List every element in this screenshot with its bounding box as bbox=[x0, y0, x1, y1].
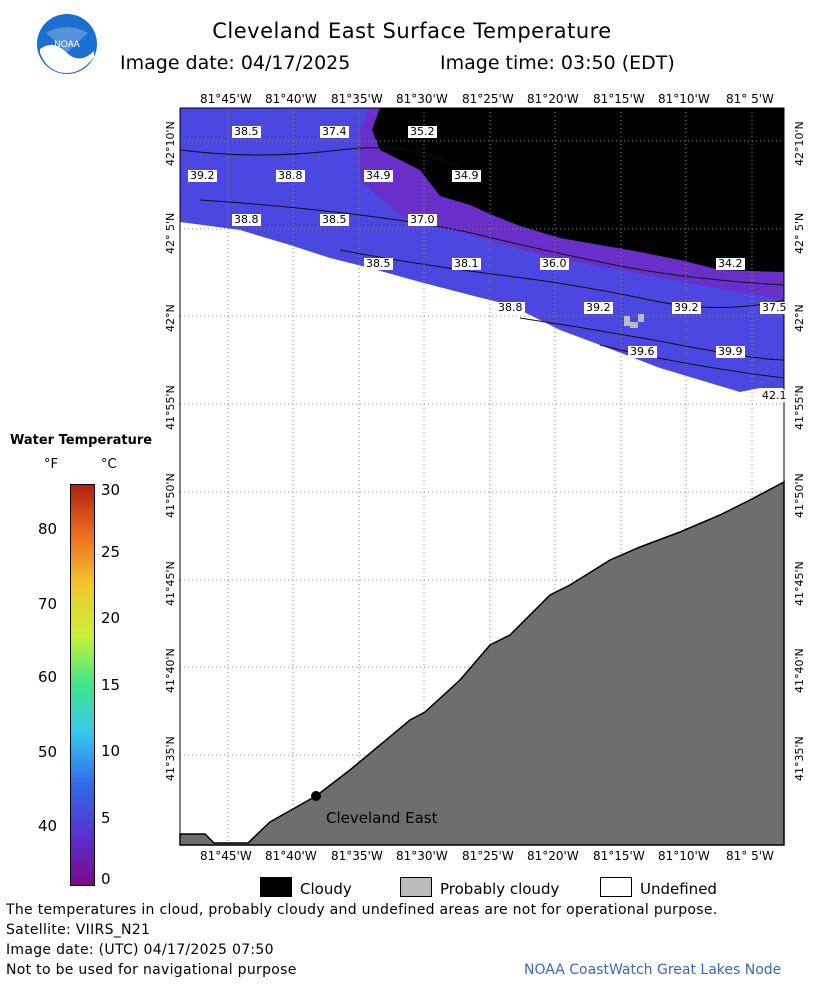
lat-label: 41°40'N bbox=[164, 648, 177, 693]
lat-label: 41°35'N bbox=[793, 736, 806, 781]
lon-label: 81°45'W bbox=[200, 849, 252, 863]
isotherm-label: 38.5 bbox=[320, 213, 349, 226]
lat-label: 41°45'N bbox=[164, 561, 177, 606]
lon-label: 81°45'W bbox=[200, 92, 252, 106]
isotherm-lines bbox=[179, 147, 785, 379]
isotherm-label: 39.9 bbox=[716, 345, 745, 358]
lat-label: 42°10'N bbox=[793, 121, 806, 166]
lat-label: 42° 5'N bbox=[793, 212, 806, 254]
lon-label: 81°20'W bbox=[527, 92, 579, 106]
lat-label: 41°50'N bbox=[164, 473, 177, 518]
lon-label: 81°25'W bbox=[462, 849, 514, 863]
land-area bbox=[179, 480, 785, 846]
lat-label: 42°N bbox=[164, 304, 177, 332]
noaa-emblem-icon: NOAA bbox=[37, 14, 97, 74]
credit-link[interactable]: NOAA CoastWatch Great Lakes Node bbox=[524, 962, 782, 978]
legend-label-cloudy: Cloudy bbox=[300, 880, 352, 898]
disclaimer-text: The temperatures in cloud, probably clou… bbox=[6, 902, 718, 918]
isotherm-label: 35.2 bbox=[408, 125, 437, 138]
lat-label: 42°N bbox=[793, 304, 806, 332]
c-tick: 25 bbox=[101, 543, 121, 561]
nav-warning-text: Not to be used for navigational purpose bbox=[6, 962, 297, 978]
f-tick: 50 bbox=[38, 743, 58, 761]
isotherm-label: 38.5 bbox=[364, 257, 393, 270]
c-tick: 5 bbox=[101, 809, 111, 827]
isotherm-label: 39.2 bbox=[672, 301, 701, 314]
lon-label: 81°35'W bbox=[331, 849, 383, 863]
lat-label: 41°45'N bbox=[793, 561, 806, 606]
c-tick: 10 bbox=[101, 742, 121, 760]
isotherm-label: 36.0 bbox=[540, 257, 569, 270]
isotherm-label: 38.1 bbox=[452, 257, 481, 270]
lat-label: 42° 5'N bbox=[164, 212, 177, 254]
lon-label: 81°10'W bbox=[658, 849, 710, 863]
legend-swatch-undefined bbox=[600, 877, 632, 897]
isotherm-label: 37.4 bbox=[320, 125, 349, 138]
isotherm-label: 39.2 bbox=[188, 169, 217, 182]
image-date-label: Image date: 04/17/2025 bbox=[120, 52, 351, 74]
probably-cloudy-patch bbox=[624, 316, 630, 326]
location-marker bbox=[311, 791, 321, 801]
colorbar-title: Water Temperature bbox=[10, 433, 153, 448]
c-tick: 0 bbox=[101, 870, 111, 888]
f-tick: 80 bbox=[38, 520, 58, 538]
isotherm-label: 38.8 bbox=[496, 301, 525, 314]
lon-label: 81°40'W bbox=[265, 849, 317, 863]
location-label: Cleveland East bbox=[326, 809, 438, 827]
graticule bbox=[180, 108, 784, 845]
legend-swatch-probably-cloudy bbox=[400, 877, 432, 897]
isotherm-label: 37.0 bbox=[408, 213, 437, 226]
isotherm-label: 38.8 bbox=[276, 169, 305, 182]
legend-label-probably-cloudy: Probably cloudy bbox=[440, 880, 560, 898]
lat-label: 41°40'N bbox=[793, 648, 806, 693]
c-tick: 15 bbox=[101, 676, 121, 694]
isotherm-label: 34.2 bbox=[716, 257, 745, 270]
isotherm-label: 34.9 bbox=[364, 169, 393, 182]
lon-label: 81°20'W bbox=[527, 849, 579, 863]
utc-date-text: Image date: (UTC) 04/17/2025 07:50 bbox=[6, 942, 274, 958]
isotherm-label: 39.6 bbox=[628, 345, 657, 358]
lat-label: 41°55'N bbox=[164, 385, 177, 430]
colorbar-unit-c: °C bbox=[101, 457, 117, 472]
lon-label: 81°15'W bbox=[593, 92, 645, 106]
isotherm-label: 39.2 bbox=[584, 301, 613, 314]
lon-label: 81°30'W bbox=[396, 849, 448, 863]
isotherm-label: 34.9 bbox=[452, 169, 481, 182]
cloud-area bbox=[372, 108, 784, 272]
isotherm-label: 38.8 bbox=[232, 213, 261, 226]
lon-label: 81°40'W bbox=[265, 92, 317, 106]
map-svg bbox=[179, 107, 785, 846]
legend-label-undefined: Undefined bbox=[640, 880, 717, 898]
lat-label: 41°55'N bbox=[793, 385, 806, 430]
isotherm-label: 38.5 bbox=[232, 125, 261, 138]
c-tick: 30 bbox=[101, 481, 121, 499]
map-area: 38.5 37.4 35.2 39.2 38.8 34.9 34.9 38.8 … bbox=[164, 92, 806, 863]
lon-label: 81°30'W bbox=[396, 92, 448, 106]
c-tick: 20 bbox=[101, 609, 121, 627]
map-frame bbox=[179, 107, 785, 846]
lat-label: 41°50'N bbox=[793, 473, 806, 518]
lon-label: 81°25'W bbox=[462, 92, 514, 106]
f-tick: 60 bbox=[38, 668, 58, 686]
lon-label: 81° 5'W bbox=[726, 92, 774, 106]
isotherm-label: 37.5 bbox=[760, 301, 789, 314]
colorbar bbox=[70, 484, 95, 886]
f-tick: 40 bbox=[38, 817, 58, 835]
lat-label: 41°35'N bbox=[164, 736, 177, 781]
lon-label: 81°35'W bbox=[331, 92, 383, 106]
noaa-logo: NOAA bbox=[36, 13, 98, 75]
lat-label: 42°10'N bbox=[164, 121, 177, 166]
page-title: Cleveland East Surface Temperature bbox=[212, 19, 612, 43]
isotherm-label: 42.1 bbox=[760, 389, 789, 402]
colorbar-unit-f: °F bbox=[44, 457, 58, 472]
lon-label: 81° 5'W bbox=[726, 849, 774, 863]
satellite-text: Satellite: VIIRS_N21 bbox=[6, 922, 151, 938]
svg-text:NOAA: NOAA bbox=[54, 39, 80, 49]
lon-label: 81°10'W bbox=[658, 92, 710, 106]
legend-swatch-cloudy bbox=[260, 877, 292, 897]
lon-label: 81°15'W bbox=[593, 849, 645, 863]
image-time-label: Image time: 03:50 (EDT) bbox=[440, 52, 675, 74]
f-tick: 70 bbox=[38, 595, 58, 613]
